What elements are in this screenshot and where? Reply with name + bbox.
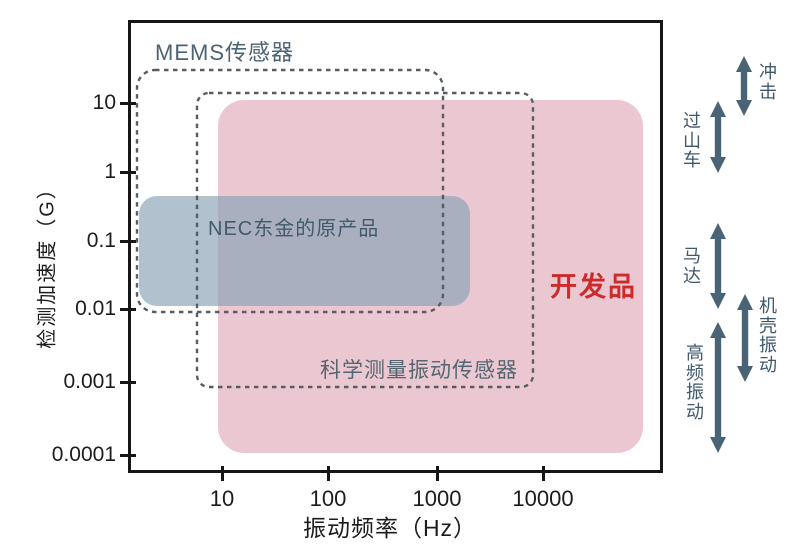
y-tick-label: 10 — [92, 91, 116, 114]
y-tick-label: 0.0001 — [51, 443, 116, 466]
case-vibration-label: 机壳振动 — [759, 296, 777, 375]
nec-product-label: NEC东金的原产品 — [208, 218, 380, 240]
x-axis-title: 振动频率（Hz） — [302, 515, 478, 541]
x-tick-mark — [327, 466, 330, 481]
y-tick-mark — [120, 308, 136, 311]
y-tick-mark — [120, 171, 136, 174]
shock-range-arrow-icon — [736, 56, 752, 116]
motor-label: 马达 — [683, 246, 701, 286]
high-frequency-vibration-label: 高频振动 — [686, 343, 704, 422]
x-tick-mark — [221, 466, 224, 481]
y-tick-label: 1 — [104, 160, 116, 183]
x-tick-label: 1000 — [412, 486, 462, 511]
x-tick-label: 10000 — [512, 486, 574, 511]
x-tick-mark — [542, 466, 545, 481]
dev-product-label: 开发品 — [550, 272, 637, 302]
x-tick-mark — [436, 466, 439, 481]
plot-area: MEMS传感器 NEC东金的原产品 科学测量振动传感器 开发品 — [128, 20, 663, 473]
y-tick-label: 0.001 — [63, 370, 116, 393]
shock-label: 冲击 — [759, 62, 777, 102]
high-frequency-range-arrow-icon — [710, 322, 726, 453]
scientific-sensor-dashed-region — [195, 91, 535, 389]
mems-sensor-label: MEMS传感器 — [155, 40, 295, 65]
nec-original-product-region — [139, 196, 470, 306]
case-vibration-range-arrow-icon — [737, 294, 753, 382]
scientific-sensor-label: 科学测量振动传感器 — [320, 359, 518, 382]
y-tick-label: 0.01 — [75, 297, 116, 320]
roller-coaster-label: 过山车 — [683, 111, 701, 170]
y-tick-label: 0.1 — [86, 229, 116, 252]
y-tick-mark — [120, 381, 136, 384]
y-tick-mark — [120, 240, 136, 243]
x-tick-label: 10 — [209, 486, 235, 511]
dashed-regions-overlay — [135, 68, 535, 389]
mems-sensor-dashed-region — [135, 68, 445, 314]
roller-coaster-range-arrow-icon — [710, 101, 726, 173]
y-tick-mark — [120, 454, 136, 457]
y-tick-mark — [120, 102, 136, 105]
motor-range-arrow-icon — [710, 223, 726, 309]
x-tick-label: 100 — [309, 486, 347, 511]
y-axis-title: 检测加速度（G） — [36, 177, 59, 349]
